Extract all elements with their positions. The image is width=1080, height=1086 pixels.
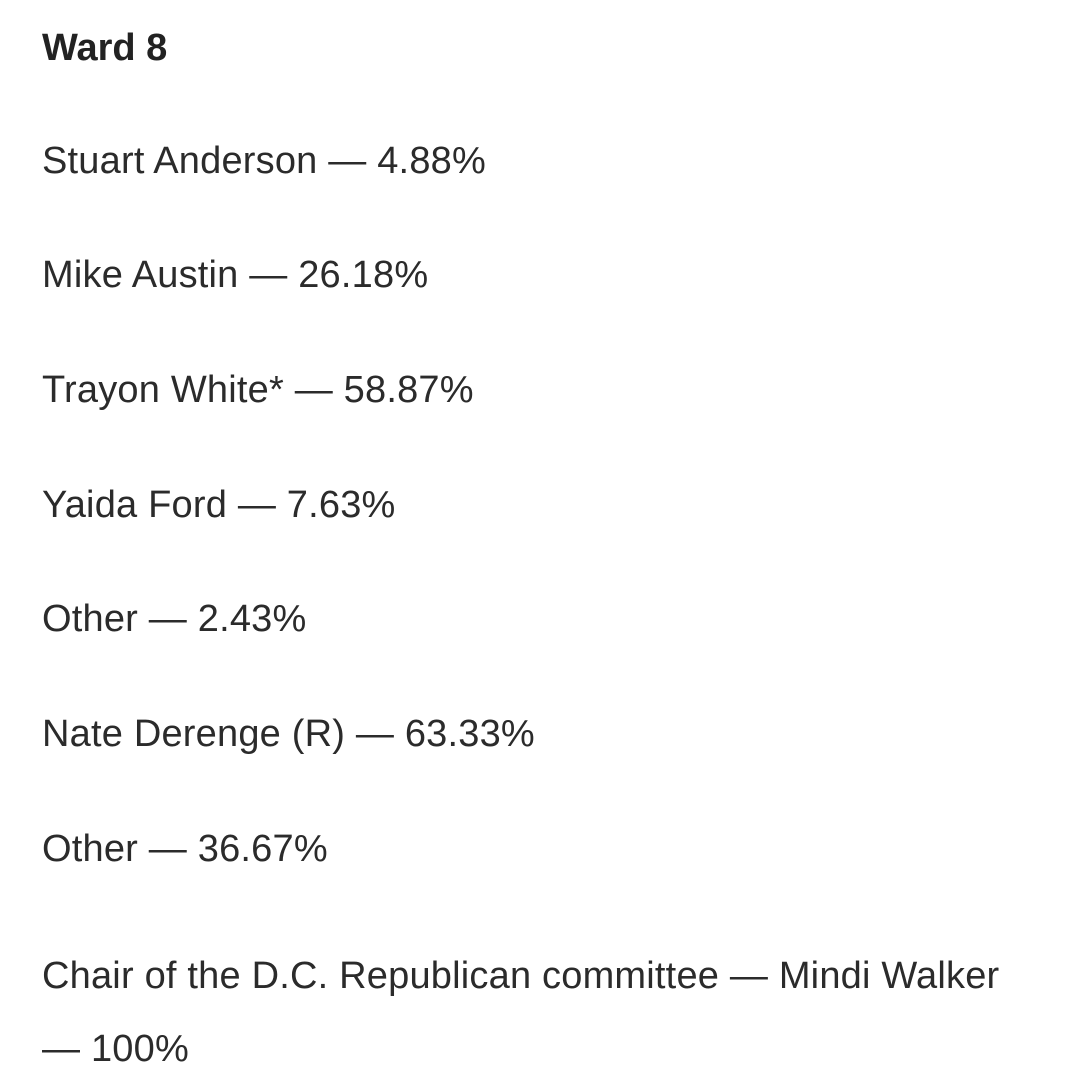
result-line: Other — 36.67%	[42, 828, 328, 870]
result-line: Mike Austin — 26.18%	[42, 254, 429, 296]
result-line: Other — 2.43%	[42, 598, 307, 640]
result-line: Stuart Anderson — 4.88%	[42, 140, 486, 182]
result-line: Yaida Ford — 7.63%	[42, 484, 396, 526]
section-heading: Ward 8	[42, 27, 168, 69]
result-line: Trayon White* — 58.87%	[42, 369, 474, 411]
result-line: Nate Derenge (R) — 63.33%	[42, 713, 535, 755]
chair-result-line: Chair of the D.C. Republican committee —…	[42, 955, 1000, 1070]
